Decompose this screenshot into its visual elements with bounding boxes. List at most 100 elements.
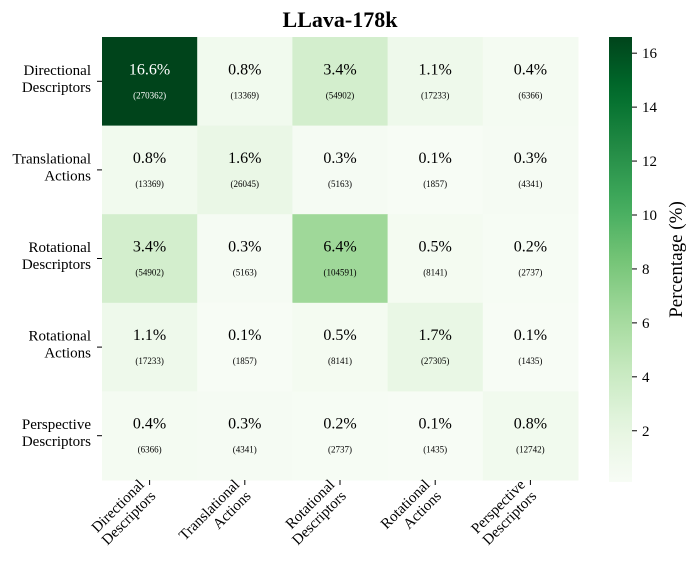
cell-count-label: (5163) xyxy=(233,268,257,278)
colorbar-tick-label: 14 xyxy=(642,100,658,116)
cell-percent-label: 3.4% xyxy=(133,239,166,256)
cell-count-label: (13369) xyxy=(135,179,164,189)
colorbar-label: Percentage (%) xyxy=(666,201,687,318)
cell-count-label: (12742) xyxy=(516,445,545,455)
heatmap-cell xyxy=(482,391,579,481)
heatmap-cells: 16.6% (270362) 0.8% (13369) 3.4% (54902) 1.1% (… xyxy=(102,37,579,481)
cell-percent-label: 0.3% xyxy=(228,239,261,256)
cell-percent-label: 0.1% xyxy=(228,327,261,344)
cell-percent-label: 0.2% xyxy=(514,239,547,256)
colorbar-tick-label: 4 xyxy=(642,370,650,386)
heatmap-cell xyxy=(387,37,484,127)
cell-count-label: (104591) xyxy=(324,268,357,278)
cell-count-label: (1435) xyxy=(518,356,542,366)
row-label: Translational xyxy=(12,151,91,167)
cell-count-label: (270362) xyxy=(133,90,166,100)
heatmap-cell xyxy=(102,37,198,127)
chart-title: LLava-178k xyxy=(283,7,399,32)
cell-count-label: (26045) xyxy=(231,179,260,189)
cell-percent-label: 0.3% xyxy=(323,150,356,167)
heatmap-cell xyxy=(482,302,579,392)
heatmap-cell xyxy=(292,302,389,392)
heatmap-cell xyxy=(387,391,484,481)
row-label: Actions xyxy=(44,346,91,362)
cell-count-label: (1857) xyxy=(233,356,257,366)
row-label: Descriptors xyxy=(22,434,91,450)
heatmap-cell xyxy=(102,125,198,215)
cell-count-label: (8141) xyxy=(328,356,352,366)
heatmap-cell xyxy=(197,214,293,304)
cell-percent-label: 1.1% xyxy=(133,327,166,344)
cell-count-label: (6366) xyxy=(138,445,162,455)
heatmap-cell xyxy=(482,125,579,215)
cell-percent-label: 0.5% xyxy=(419,239,452,256)
cell-percent-label: 0.4% xyxy=(514,61,547,78)
row-label: Actions xyxy=(44,168,91,184)
cell-count-label: (13369) xyxy=(231,90,260,100)
cell-percent-label: 3.4% xyxy=(323,61,356,78)
colorbar: 2 4 6 8 10 12 14 16 Percentage (%) xyxy=(609,37,687,482)
heatmap-cell xyxy=(387,214,484,304)
heatmap-cell xyxy=(482,214,579,304)
heatmap-cell xyxy=(197,125,293,215)
heatmap-cell xyxy=(197,37,293,127)
cell-count-label: (6366) xyxy=(518,90,542,100)
heatmap-cell xyxy=(482,37,579,127)
heatmap-cell xyxy=(102,214,198,304)
cell-count-label: (1435) xyxy=(423,445,447,455)
cell-percent-label: 1.7% xyxy=(419,327,452,344)
cell-percent-label: 0.8% xyxy=(514,416,547,433)
cell-percent-label: 0.4% xyxy=(133,416,166,433)
heatmap-cell xyxy=(102,302,198,392)
row-label: Rotational xyxy=(29,240,92,256)
cell-percent-label: 0.1% xyxy=(514,327,547,344)
row-label: Directional xyxy=(24,63,91,79)
cell-percent-label: 1.1% xyxy=(419,61,452,78)
heatmap-cell xyxy=(197,391,293,481)
row-axis: DirectionalDescriptorsTranslationalActio… xyxy=(12,63,102,450)
row-label: Descriptors xyxy=(22,80,91,96)
cell-percent-label: 0.8% xyxy=(228,61,261,78)
cell-count-label: (2737) xyxy=(328,445,352,455)
cell-percent-label: 0.3% xyxy=(514,150,547,167)
cell-count-label: (5163) xyxy=(328,179,352,189)
colorbar-tick-label: 10 xyxy=(642,208,657,224)
heatmap-cell xyxy=(292,37,389,127)
cell-percent-label: 6.4% xyxy=(323,239,356,256)
cell-count-label: (17233) xyxy=(135,356,164,366)
cell-count-label: (8141) xyxy=(423,268,447,278)
heatmap-cell xyxy=(292,214,389,304)
cell-count-label: (4341) xyxy=(518,179,542,189)
cell-percent-label: 1.6% xyxy=(228,150,261,167)
heatmap-cell xyxy=(292,391,389,481)
cell-percent-label: 0.2% xyxy=(323,416,356,433)
cell-count-label: (2737) xyxy=(518,268,542,278)
row-label: Rotational xyxy=(29,329,92,345)
cell-percent-label: 0.8% xyxy=(133,150,166,167)
colorbar-tick-label: 12 xyxy=(642,154,657,170)
cell-count-label: (4341) xyxy=(233,445,257,455)
cell-count-label: (1857) xyxy=(423,179,447,189)
colorbar-tick-label: 6 xyxy=(642,316,650,332)
heatmap-cell xyxy=(102,391,198,481)
cell-count-label: (17233) xyxy=(421,90,450,100)
heatmap-cell xyxy=(197,302,293,392)
heatmap-cell xyxy=(387,302,484,392)
cell-percent-label: 0.1% xyxy=(419,416,452,433)
colorbar-tick-label: 8 xyxy=(642,262,650,278)
cell-percent-label: 0.5% xyxy=(323,327,356,344)
row-label: Descriptors xyxy=(22,257,91,273)
heatmap-cell xyxy=(292,125,389,215)
colorbar-tick-label: 16 xyxy=(642,46,658,62)
heatmap-cell xyxy=(387,125,484,215)
row-label: Perspective xyxy=(22,417,91,433)
cell-percent-label: 16.6% xyxy=(129,61,170,78)
cell-percent-label: 0.3% xyxy=(228,416,261,433)
cell-count-label: (27305) xyxy=(421,356,450,366)
colorbar-tick-label: 2 xyxy=(642,424,650,440)
cell-count-label: (54902) xyxy=(135,268,164,278)
colorbar-gradient xyxy=(609,37,632,482)
cell-percent-label: 0.1% xyxy=(419,150,452,167)
